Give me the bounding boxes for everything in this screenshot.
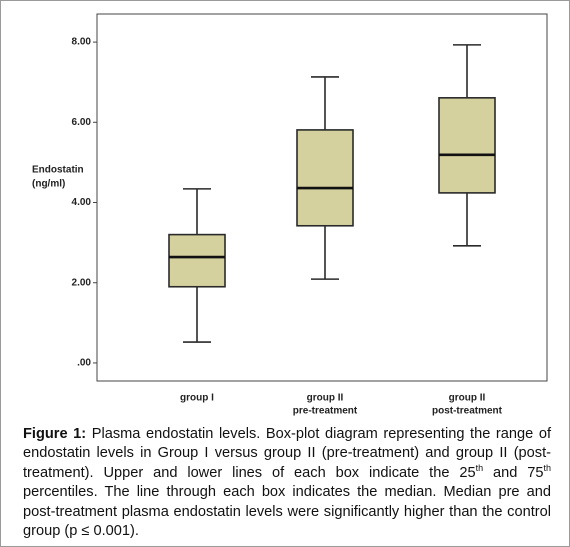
box [296,129,354,227]
caption-sup: th [475,462,484,473]
y-tick-label: 4.00 [72,197,92,208]
y-tick-label: 8.00 [72,37,92,48]
caption-text: and 75 [483,464,544,481]
caption-text: percentiles. The line through each box i… [23,484,551,540]
box [168,233,226,288]
y-tick-label: 6.00 [72,117,92,128]
box [438,97,496,194]
x-tick-label: pre-treatment [293,406,358,417]
plot-frame [96,13,548,382]
x-tick-label: group II [307,393,344,404]
caption-label: Figure 1: [23,426,87,442]
caption: Figure 1: Plasma endostatin levels. Box-… [23,425,551,541]
x-tick-label: group I [180,393,214,404]
y-axis-label: (ng/ml) [32,179,65,190]
x-tick-label: post-treatment [432,406,503,417]
y-tick-label: 2.00 [72,277,92,288]
y-tick-label: .00 [77,358,91,369]
chart: .00 2.00 4.00 6.00 8.00 Endostatin (ng/ml) grou… [32,13,548,417]
x-tick-label: group II [449,393,486,404]
caption-text: Plasma endostatin levels. Box-plot diagr… [23,426,552,481]
y-axis-label: Endostatin [32,165,84,176]
caption-sup: th [543,462,551,473]
